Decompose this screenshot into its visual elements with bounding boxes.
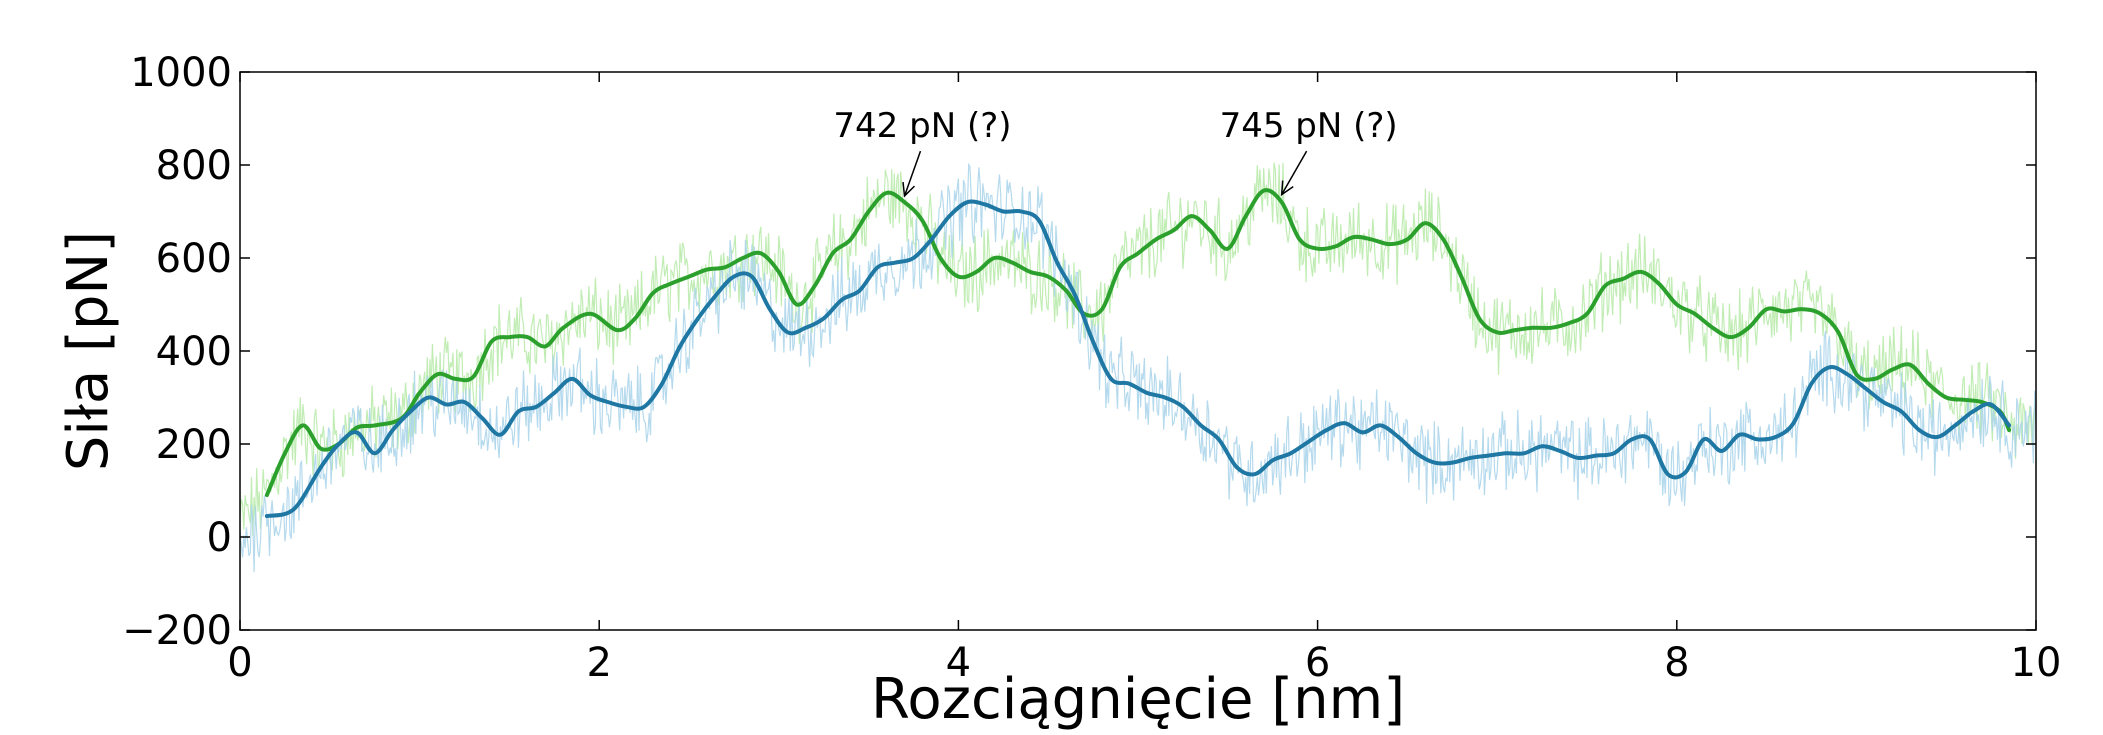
x-tick-label-5: 10 bbox=[2011, 640, 2062, 686]
x-axis-title: Rozciągnięcie [nm] bbox=[871, 667, 1405, 732]
y-tick-label-5: 800 bbox=[156, 143, 232, 189]
x-tick-label-4: 8 bbox=[1664, 640, 1689, 686]
series-line-1 bbox=[264, 199, 2012, 519]
series-layer bbox=[264, 188, 2012, 519]
y-tick-label-2: 200 bbox=[156, 422, 232, 468]
raw-noise-layer bbox=[239, 162, 2037, 573]
raw-trace-0 bbox=[239, 162, 2037, 536]
y-axis-title: Siła [pN] bbox=[56, 231, 121, 471]
annotation-arrowhead-0 bbox=[902, 181, 916, 198]
annotation-arrow-0 bbox=[903, 150, 922, 197]
x-tick-label-2: 4 bbox=[946, 640, 971, 686]
x-tick-label-0: 0 bbox=[227, 640, 252, 686]
y-tick-label-3: 400 bbox=[156, 329, 232, 375]
x-tick-label-3: 6 bbox=[1305, 640, 1330, 686]
annotation-arrowhead-1 bbox=[1280, 180, 1294, 197]
y-tick-label-6: 1000 bbox=[130, 50, 232, 96]
annotation-arrow-1 bbox=[1281, 150, 1308, 195]
x-tick-label-1: 2 bbox=[586, 640, 611, 686]
y-tick-label-0: −200 bbox=[122, 608, 232, 654]
annotation-label-1: 745 pN (?) bbox=[1220, 106, 1398, 146]
annotation-layer: 742 pN (?) 745 pN (?) bbox=[833, 106, 1398, 198]
y-tick-label-4: 600 bbox=[156, 236, 232, 282]
annotation-label-0: 742 pN (?) bbox=[833, 106, 1011, 146]
y-tick-label-1: 0 bbox=[207, 515, 232, 561]
plot-frame bbox=[239, 71, 2037, 631]
series-line-0 bbox=[264, 188, 2012, 498]
raw-trace-1 bbox=[239, 162, 2037, 573]
